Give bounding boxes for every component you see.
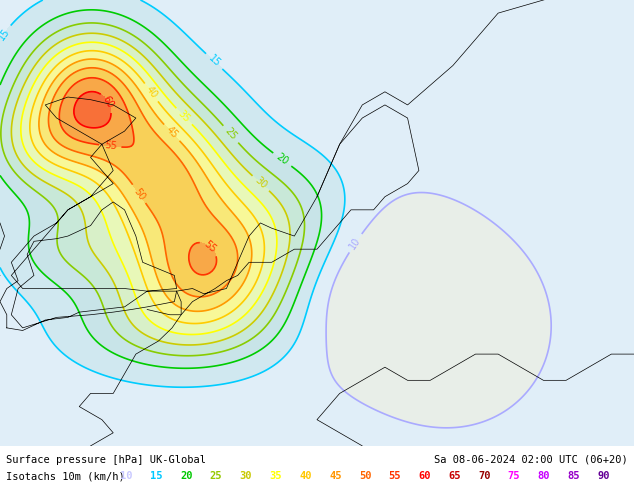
Text: 25: 25 [210, 471, 223, 481]
Text: 40: 40 [144, 85, 159, 100]
Text: Isotachs 10m (km/h): Isotachs 10m (km/h) [6, 471, 125, 481]
Text: 15: 15 [150, 471, 163, 481]
Text: 20: 20 [180, 471, 193, 481]
Text: 35: 35 [269, 471, 282, 481]
Text: 30: 30 [240, 471, 252, 481]
Text: 60: 60 [101, 95, 115, 110]
Text: 20: 20 [275, 152, 290, 167]
Text: 35: 35 [176, 108, 192, 124]
Text: 75: 75 [508, 471, 521, 481]
Text: 50: 50 [131, 186, 147, 202]
Text: 70: 70 [478, 471, 491, 481]
Text: 90: 90 [597, 471, 610, 481]
Text: Sa 08-06-2024 02:00 UTC (06+20): Sa 08-06-2024 02:00 UTC (06+20) [434, 455, 628, 465]
Text: 45: 45 [329, 471, 342, 481]
Text: 10: 10 [348, 235, 363, 251]
Text: 15: 15 [206, 53, 222, 69]
Text: 55: 55 [202, 239, 218, 255]
Text: 10: 10 [120, 471, 133, 481]
Text: 45: 45 [164, 125, 179, 141]
Text: Surface pressure [hPa] UK-Global: Surface pressure [hPa] UK-Global [6, 455, 206, 465]
Text: 65: 65 [448, 471, 461, 481]
Text: 85: 85 [567, 471, 580, 481]
Text: 55: 55 [389, 471, 401, 481]
Text: 50: 50 [359, 471, 372, 481]
Text: 55: 55 [103, 140, 117, 151]
Text: 60: 60 [418, 471, 431, 481]
Text: 25: 25 [223, 126, 238, 142]
Text: 80: 80 [538, 471, 550, 481]
Text: 15: 15 [0, 26, 11, 42]
Text: 30: 30 [253, 175, 269, 191]
Text: 40: 40 [299, 471, 312, 481]
